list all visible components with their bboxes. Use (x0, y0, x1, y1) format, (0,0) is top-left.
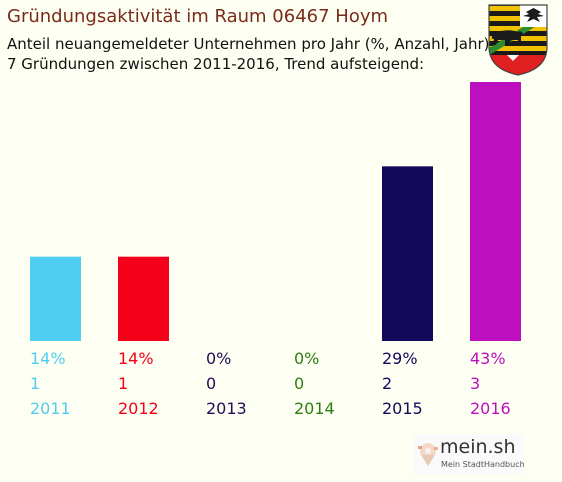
percent-label-2016: 43% (470, 349, 506, 368)
chart-title: Gründungsaktivität im Raum 06467 Hoym (7, 6, 389, 27)
year-label-2015: 2015 (382, 399, 423, 418)
year-label-2016: 2016 (470, 399, 511, 418)
percent-label-2014: 0% (294, 349, 319, 368)
bar-2015 (382, 166, 433, 341)
count-label-2011: 1 (30, 374, 40, 393)
year-label-2014: 2014 (294, 399, 335, 418)
bar-2012 (118, 256, 169, 341)
chart-subtitle: Anteil neuangemeldeter Unternehmen pro J… (7, 34, 490, 74)
location-pin-icon (418, 443, 438, 466)
count-label-2013: 0 (206, 374, 216, 393)
year-label-2012: 2012 (118, 399, 159, 418)
brand-name: mein.sh (440, 436, 516, 458)
subtitle-line-2: 7 Gründungen zwischen 2011-2016, Trend a… (7, 55, 425, 73)
brand-tagline: Mein StadtHandbuch (441, 460, 525, 469)
subtitle-line-1: Anteil neuangemeldeter Unternehmen pro J… (7, 35, 490, 53)
count-label-2012: 1 (118, 374, 128, 393)
brand-logo[interactable]: mein.sh Mein StadtHandbuch (414, 434, 525, 474)
count-label-2015: 2 (382, 374, 392, 393)
percent-label-2013: 0% (206, 349, 231, 368)
percent-label-2011: 14% (30, 349, 66, 368)
count-label-2016: 3 (470, 374, 480, 393)
percent-label-2015: 29% (382, 349, 418, 368)
coat-of-arms-icon (488, 4, 548, 76)
percent-label-2012: 14% (118, 349, 154, 368)
bar-2011 (30, 256, 81, 341)
year-label-2011: 2011 (30, 399, 71, 418)
year-label-2013: 2013 (206, 399, 247, 418)
count-label-2014: 0 (294, 374, 304, 393)
bar-2016 (470, 82, 521, 341)
